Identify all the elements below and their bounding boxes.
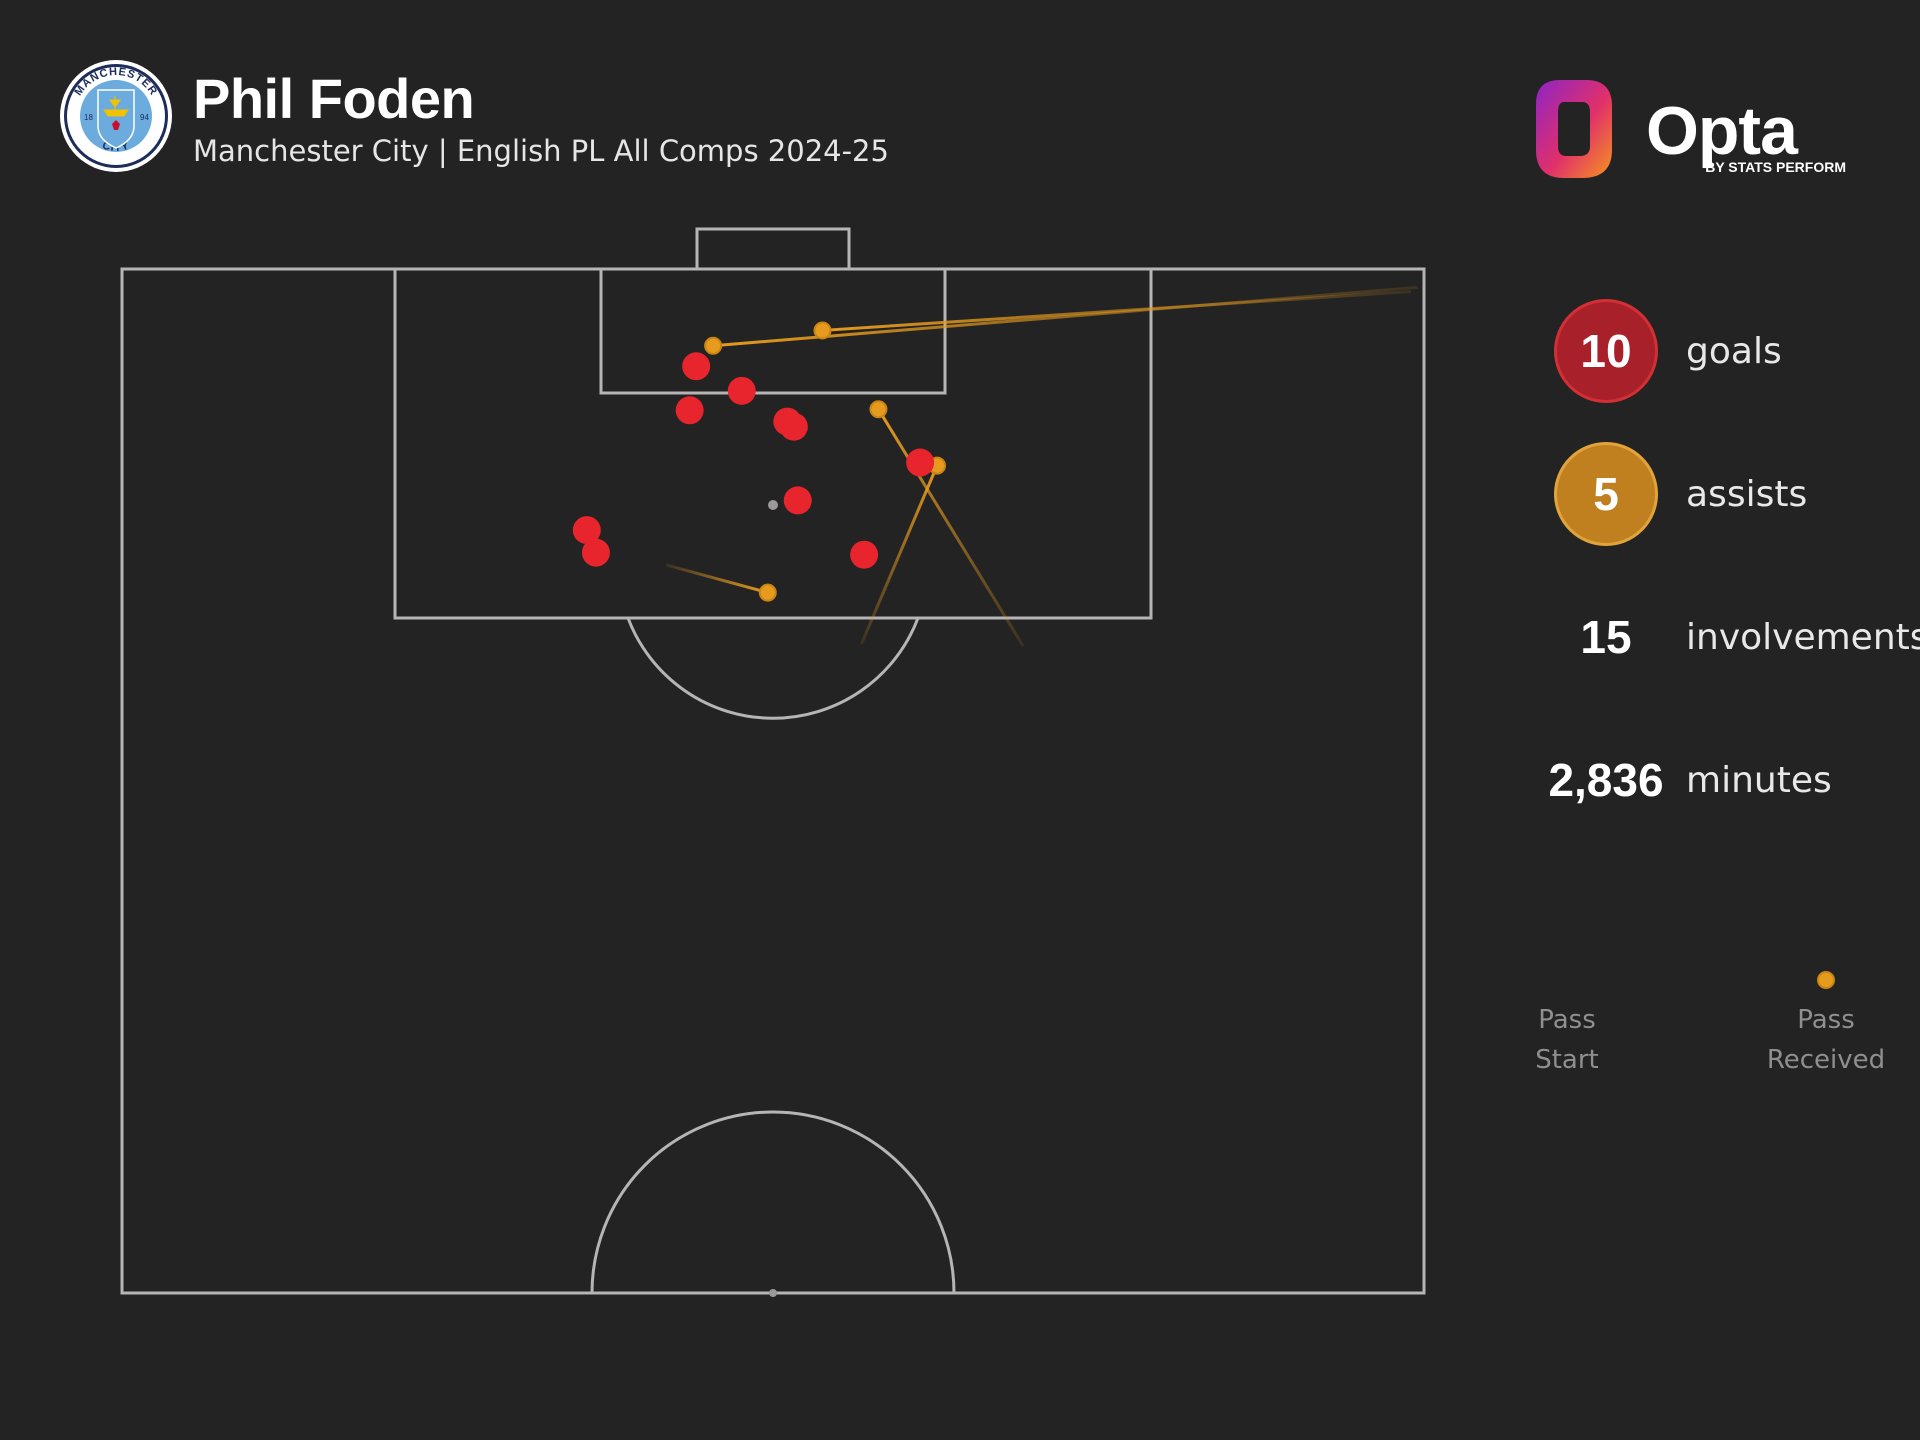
goals-label: goals <box>1686 330 1782 372</box>
assist-pass-line <box>877 408 1025 647</box>
stat-goals: 10 goals <box>1548 299 1920 409</box>
centre-spot <box>769 1289 777 1297</box>
assist-pass-line <box>860 465 939 645</box>
assist-received-point <box>758 583 777 602</box>
stat-involvements: 15 involvements <box>1548 585 1920 695</box>
shot-map-chart <box>120 227 1426 1297</box>
assist-pass-line <box>822 290 1412 332</box>
goal-shot-point <box>783 486 812 515</box>
goal-shot-point <box>727 376 756 405</box>
crest-rose-icon <box>112 120 120 130</box>
opta-logo: Opta BY STATS PERFORM <box>1536 80 1846 178</box>
assist-received-point <box>869 400 888 419</box>
goal-shot-point <box>906 448 935 477</box>
subtitle: Manchester City | English PL All Comps 2… <box>193 134 889 168</box>
assist-pass-line <box>712 285 1418 348</box>
crest-year-right: 94 <box>140 113 149 122</box>
assist-pass-line <box>665 563 769 595</box>
legend-pass-start: Pass Start <box>1520 1000 1614 1080</box>
legend-pass-received: Pass Received <box>1765 1000 1887 1080</box>
manchester-city-crest: MANCHESTER CITY 18 94 <box>60 60 172 172</box>
crest-year-left: 18 <box>84 113 93 122</box>
legend-pass-received-line1: Pass <box>1797 1005 1855 1035</box>
goal <box>695 227 851 271</box>
legend-pass-received-line2: Received <box>1766 1045 1886 1075</box>
opta-tagline: BY STATS PERFORM <box>1705 159 1846 175</box>
legend-pass-start-line1: Pass <box>1538 1005 1596 1035</box>
penalty-spot <box>768 500 778 510</box>
pitch-markings <box>120 227 1426 1295</box>
goal-shot-point <box>779 412 808 441</box>
minutes-label: minutes <box>1686 759 1832 801</box>
assists-label: assists <box>1686 473 1808 515</box>
involvements-label: involvements <box>1686 616 1920 658</box>
assist-received-point <box>813 321 832 340</box>
assist-received-point <box>704 336 723 355</box>
penalty-arc <box>626 617 920 720</box>
involvements-value: 15 <box>1580 611 1632 663</box>
pitch-outline <box>120 267 1426 1295</box>
legend-pass-received-dot <box>1817 971 1835 989</box>
penalty-box <box>393 267 1153 620</box>
crest-ship-icon <box>103 96 129 117</box>
centre-circle <box>590 1110 956 1294</box>
minutes-value: 2,836 <box>1548 754 1664 806</box>
assists-value: 5 <box>1554 442 1658 546</box>
stat-minutes: 2,836 minutes <box>1548 728 1920 838</box>
goal-shot-point <box>572 516 601 545</box>
goals-value: 10 <box>1554 299 1658 403</box>
player-name: Phil Foden <box>193 67 475 130</box>
pass-legend: Pass Start Pass Received <box>1520 960 1920 1100</box>
goal-shot-point <box>675 396 704 425</box>
goal-shot-point <box>581 538 610 567</box>
legend-pass-line <box>1567 971 1835 989</box>
opta-wordmark: Opta <box>1646 93 1799 169</box>
opta-mark-icon <box>1536 80 1612 178</box>
goal-shot-point <box>682 352 711 381</box>
legend-pass-start-line2: Start <box>1535 1045 1599 1075</box>
goal-shot-point <box>850 540 879 569</box>
stat-assists: 5 assists <box>1548 442 1920 552</box>
